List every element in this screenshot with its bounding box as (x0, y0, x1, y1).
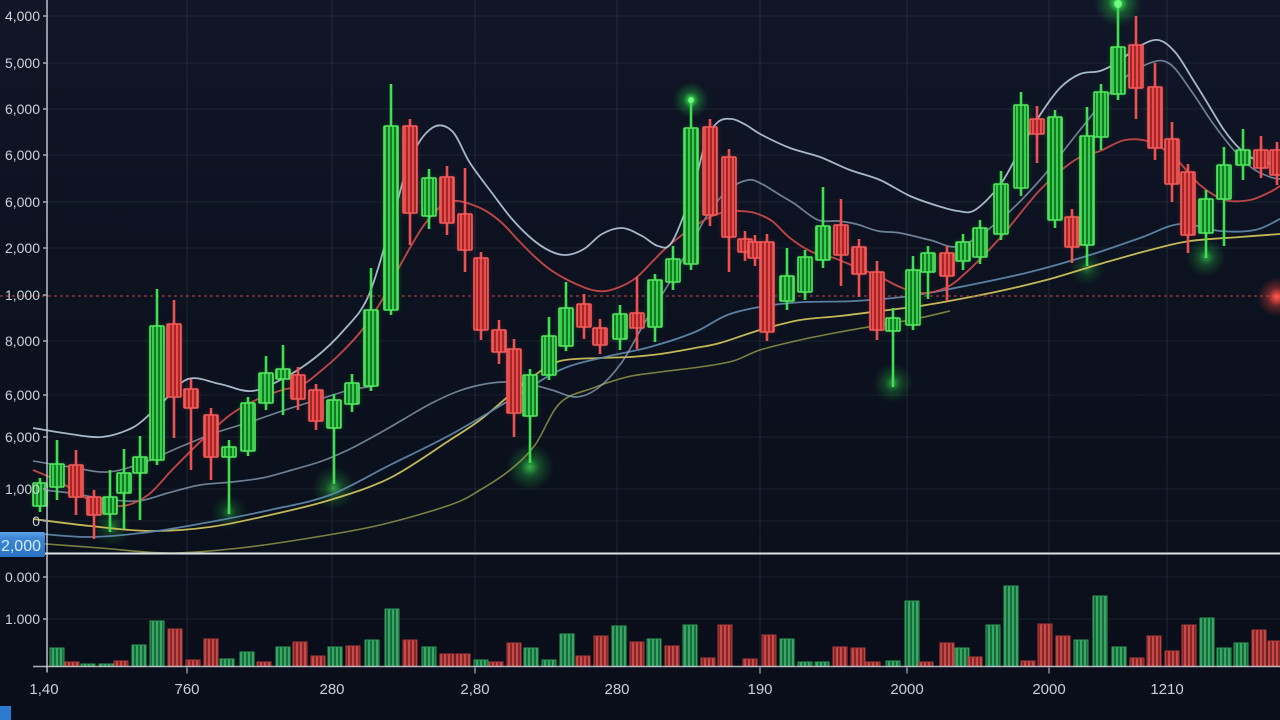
svg-text:6,000: 6,000 (5, 429, 40, 445)
svg-text:1,000: 1,000 (5, 287, 40, 303)
svg-text:280: 280 (319, 681, 344, 698)
svg-text:2000: 2000 (890, 681, 923, 698)
svg-text:6,000: 6,000 (5, 194, 40, 210)
svg-text:280: 280 (604, 681, 629, 698)
svg-text:4,000: 4,000 (5, 8, 40, 24)
svg-text:6,000: 6,000 (5, 101, 40, 117)
svg-text:1.000: 1.000 (5, 611, 40, 627)
svg-text:1210: 1210 (1150, 681, 1183, 698)
svg-text:6,000: 6,000 (5, 387, 40, 403)
svg-text:2,000: 2,000 (1, 538, 41, 555)
svg-text:2,000: 2,000 (5, 240, 40, 256)
svg-text:190: 190 (747, 681, 772, 698)
svg-text:1,40: 1,40 (29, 681, 58, 698)
svg-text:0: 0 (32, 513, 40, 529)
svg-text:5,000: 5,000 (5, 55, 40, 71)
svg-text:0.000: 0.000 (5, 569, 40, 585)
svg-text:2,80: 2,80 (460, 681, 489, 698)
svg-text:8,000: 8,000 (5, 333, 40, 349)
svg-text:760: 760 (174, 681, 199, 698)
svg-text:2000: 2000 (1032, 681, 1065, 698)
svg-text:6,000: 6,000 (5, 147, 40, 163)
svg-text:1,000: 1,000 (5, 481, 40, 497)
